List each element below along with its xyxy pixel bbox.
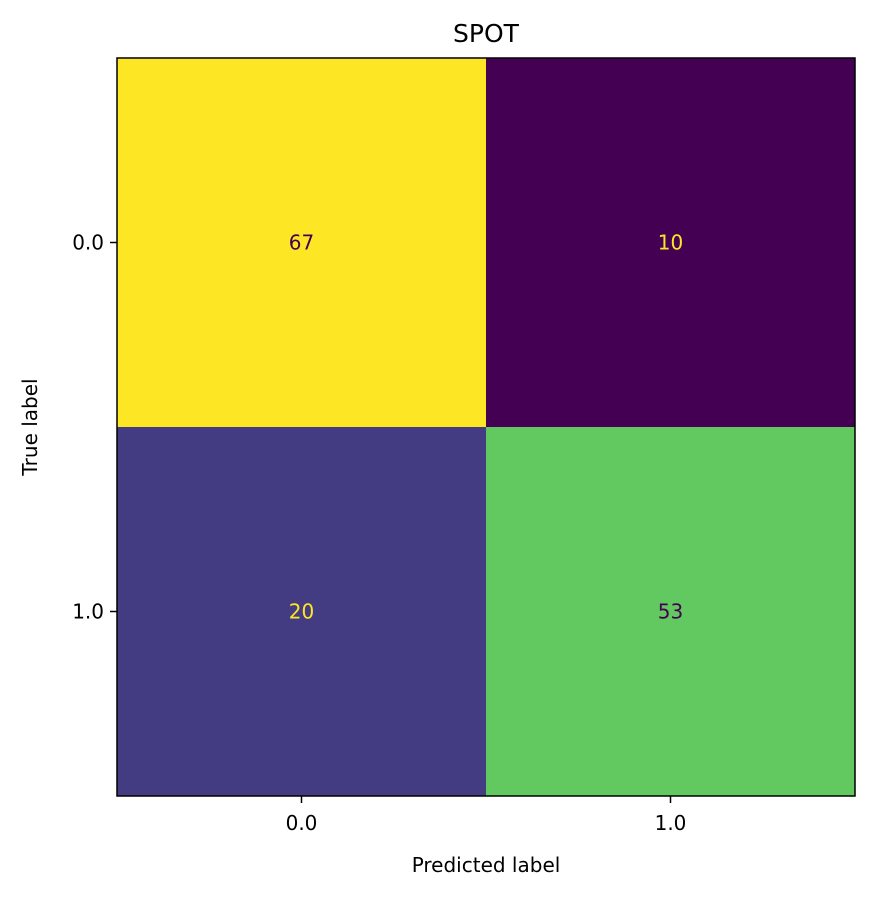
heatmap-cell-1-0 <box>117 427 487 797</box>
cell-value-label-1-1: 53 <box>658 600 683 624</box>
cell-value-label-0-1: 10 <box>658 231 683 255</box>
x-axis-label: Predicted label <box>412 853 561 877</box>
y-axis-label: True label <box>18 378 42 476</box>
heatmap-cells <box>117 58 856 797</box>
x-axis-ticks: 0.0 1.0 <box>286 796 687 835</box>
x-tick-label-0: 0.0 <box>286 811 318 835</box>
y-tick-label-0: 0.0 <box>72 231 104 255</box>
cell-value-label-0-0: 67 <box>289 231 314 255</box>
x-tick-label-1: 1.0 <box>655 811 687 835</box>
cell-value-label-1-0: 20 <box>289 600 314 624</box>
heatmap-cell-0-1 <box>486 58 856 428</box>
y-axis-ticks: 0.0 1.0 <box>72 231 117 624</box>
heatmap-cell-1-1 <box>486 427 856 797</box>
heatmap-cell-0-0 <box>117 58 487 428</box>
y-tick-label-1: 1.0 <box>72 600 104 624</box>
plot-frame <box>116 57 856 797</box>
chart-title: SPOT <box>453 19 520 48</box>
cell-value-labels: 67 10 20 53 <box>289 231 683 624</box>
